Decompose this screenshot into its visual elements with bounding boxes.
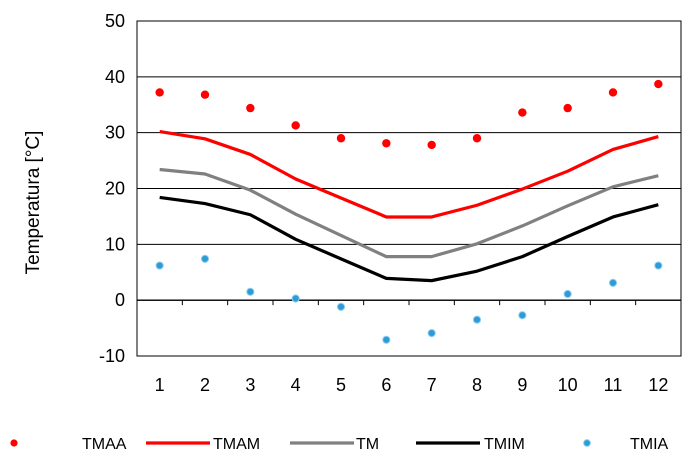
y-tick-label: 50 (105, 11, 125, 31)
x-tick-label: 9 (517, 375, 527, 395)
data-point-tmia (518, 311, 527, 320)
series-tmaa (155, 79, 663, 150)
data-point-tmaa (336, 134, 346, 143)
series-line-tmam (159, 129, 659, 219)
data-point-tmaa (155, 88, 164, 97)
data-point-tmaa (563, 103, 572, 113)
x-axis-ticks: 1 2 3 4 5 6 7 8 9 10 11 12 (155, 375, 669, 395)
legend-swatch-point (10, 439, 18, 447)
legend-label: TMAM (213, 436, 260, 453)
x-axis (136, 299, 682, 306)
data-point-tmaa (518, 108, 527, 117)
data-point-tmaa (200, 90, 210, 99)
data-point-tmia (291, 294, 300, 303)
x-tick-label: 10 (558, 375, 578, 395)
x-tick-label: 6 (381, 375, 391, 395)
y-axis-ticks: -10 0 10 20 30 40 50 (99, 11, 125, 366)
legend-item-tmam: TMAM (146, 436, 260, 453)
data-point-tmaa (427, 140, 436, 150)
data-point-tmia (608, 278, 618, 287)
y-tick-label: 20 (105, 179, 125, 199)
x-tick-label: 4 (291, 375, 301, 395)
data-point-tmia (382, 335, 391, 344)
grid (137, 20, 681, 357)
series-tmim (159, 195, 659, 283)
y-tick-label: -10 (99, 346, 125, 366)
data-point-tmia (246, 287, 255, 296)
data-point-tmaa (291, 121, 300, 130)
x-tick-label: 12 (648, 375, 668, 395)
data-point-tmaa (472, 134, 482, 143)
series-tm (159, 167, 659, 259)
x-tick-label: 11 (604, 375, 623, 395)
x-tick-label: 7 (427, 375, 437, 395)
series-line-tm (159, 167, 659, 259)
y-tick-label: 40 (105, 67, 125, 87)
data-point-tmaa (608, 88, 618, 97)
legend-label: TMAA (82, 436, 127, 453)
series-layer (155, 79, 663, 344)
series-tmia (155, 254, 663, 344)
data-point-tmia (427, 329, 436, 338)
legend-label: TMIM (484, 436, 525, 453)
series-line-tmim (159, 195, 659, 283)
data-point-tmia (472, 315, 482, 324)
plot-frame (136, 20, 682, 357)
series-tmam (159, 129, 659, 219)
x-tick-label: 1 (155, 375, 165, 395)
legend-item-tmaa: TMAA (10, 436, 127, 453)
data-point-tmaa (654, 79, 663, 89)
x-tick-label: 3 (245, 375, 255, 395)
data-point-tmia (155, 261, 164, 270)
data-point-tmaa (382, 139, 391, 148)
legend: TMAA TMAM TM TMIM TMIA (10, 436, 669, 453)
legend-label: TM (356, 436, 379, 453)
legend-item-tmim: TMIM (416, 436, 525, 453)
legend-item-tm: TM (290, 436, 379, 453)
y-tick-label: 0 (115, 290, 125, 310)
data-point-tmia (200, 254, 210, 263)
y-tick-label: 30 (105, 123, 125, 143)
data-point-tmaa (246, 103, 255, 113)
data-point-tmia (563, 289, 572, 299)
legend-label: TMIA (630, 436, 669, 453)
y-tick-label: 10 (105, 234, 125, 254)
x-tick-label: 2 (200, 375, 210, 395)
x-tick-label: 5 (336, 375, 346, 395)
legend-item-tmia: TMIA (583, 436, 669, 453)
legend-swatch-point (583, 439, 591, 447)
data-point-tmia (336, 302, 346, 311)
data-point-tmia (654, 261, 663, 270)
x-tick-label: 8 (472, 375, 482, 395)
y-axis-title: Temperatura [°C] (23, 131, 44, 275)
